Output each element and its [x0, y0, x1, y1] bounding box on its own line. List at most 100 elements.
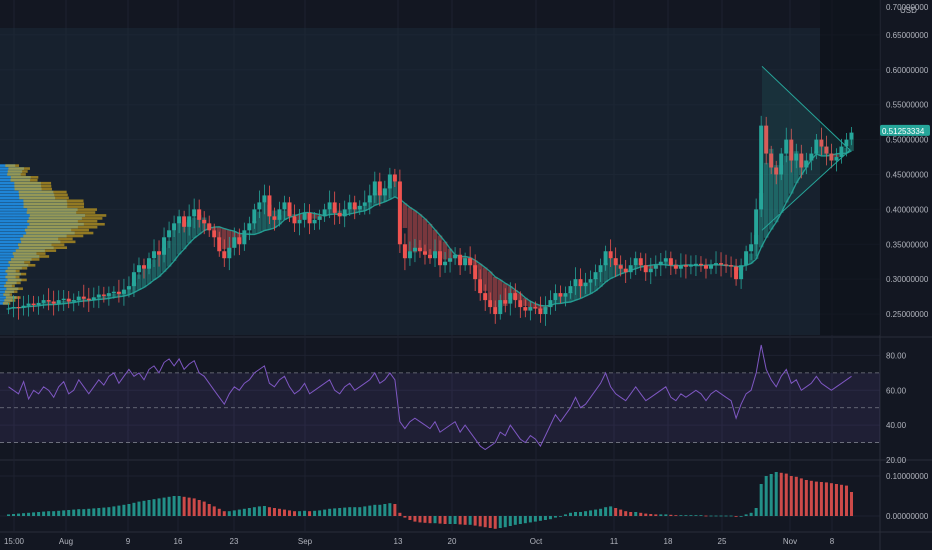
- volume-profile-bar: [14, 184, 52, 188]
- macd-bar: [508, 516, 512, 526]
- candle-body: [96, 294, 101, 298]
- candle-body: [749, 244, 754, 252]
- macd-bar: [67, 510, 71, 516]
- macd-bar: [694, 515, 698, 516]
- macd-bar: [779, 472, 783, 516]
- macd-bar: [82, 509, 86, 516]
- candle-body: [653, 265, 658, 269]
- macd-pane[interactable]: [7, 472, 853, 529]
- candle-body: [242, 230, 247, 245]
- macd-bar: [579, 512, 583, 516]
- macd-bar: [348, 507, 352, 516]
- current-price-badge: 0.51253334: [880, 124, 930, 136]
- candle-body: [754, 209, 759, 245]
- time-tick-label: 25: [718, 537, 727, 546]
- macd-bar: [759, 484, 763, 516]
- macd-bar: [42, 511, 46, 516]
- volume-profile-bar: [3, 293, 13, 296]
- macd-bar: [157, 498, 161, 516]
- candle-body: [658, 261, 663, 266]
- candle-body: [387, 174, 392, 189]
- candle-body: [839, 146, 844, 158]
- time-tick-label: 13: [394, 537, 403, 546]
- volume-profile-bar: [18, 190, 67, 194]
- candle-body: [668, 258, 673, 266]
- candle-body: [357, 205, 362, 210]
- macd-bar: [112, 506, 116, 516]
- macd-bar: [242, 508, 246, 516]
- macd-bar: [448, 516, 452, 524]
- rsi-tick-label: 80.00: [886, 351, 907, 360]
- macd-bar: [769, 474, 773, 516]
- macd-bar: [568, 512, 573, 516]
- macd-bar: [473, 516, 477, 526]
- time-axis[interactable]: 15:00 Aug 9 16 23 Sep 13 20 Oct 11 18 25 Nov 8: [4, 537, 835, 546]
- candle-body: [307, 212, 312, 224]
- rsi-pane[interactable]: [0, 344, 880, 451]
- macd-bar: [32, 512, 36, 516]
- macd-bar: [714, 515, 718, 517]
- macd-bar: [17, 513, 21, 516]
- candle-body: [633, 258, 638, 266]
- candle-body: [764, 125, 769, 154]
- price-axis[interactable]: 0.25000000 0.30000000 0.35000000 0.40000000…: [886, 3, 929, 319]
- macd-bar: [629, 512, 633, 516]
- candle-body: [287, 202, 292, 217]
- macd-bar: [644, 513, 648, 516]
- volume-profile-bar: [7, 266, 28, 270]
- candle-body: [714, 263, 719, 266]
- macd-histogram: [7, 472, 853, 529]
- candle-body: [533, 307, 538, 309]
- candle-body: [26, 303, 31, 306]
- macd-bar: [664, 514, 668, 516]
- candle-body: [844, 139, 849, 147]
- macd-bar: [518, 516, 522, 524]
- macd-bar: [217, 508, 221, 516]
- candle-body: [116, 291, 121, 294]
- candle-body: [583, 282, 588, 287]
- macd-bar: [528, 516, 532, 523]
- price-pane[interactable]: [0, 0, 880, 336]
- macd-bar: [72, 509, 76, 516]
- candle-body: [508, 293, 513, 304]
- candle-body: [367, 195, 372, 203]
- macd-bar: [764, 476, 768, 516]
- candle-body: [688, 265, 693, 267]
- candle-body: [317, 216, 322, 220]
- candle-body: [453, 254, 458, 259]
- candle-body: [187, 216, 192, 227]
- candle-body: [382, 188, 387, 196]
- candle-body: [162, 237, 167, 255]
- price-tick-label: 0.40000000: [886, 205, 929, 214]
- candle-body: [523, 307, 528, 311]
- currency-label[interactable]: USD: [900, 6, 917, 15]
- macd-bar: [132, 502, 136, 516]
- macd-bar: [513, 516, 517, 525]
- macd-bar: [22, 513, 26, 516]
- candle-body: [553, 293, 558, 301]
- macd-bar: [453, 516, 457, 524]
- macd-bar: [393, 504, 397, 516]
- candle-body: [36, 302, 41, 305]
- candle-body: [503, 300, 508, 304]
- candle-body: [568, 286, 573, 294]
- candle-body: [678, 265, 683, 269]
- triangle-drawing[interactable]: [761, 65, 851, 231]
- candle-body: [342, 209, 347, 217]
- macd-bar: [624, 511, 628, 516]
- candle-body: [327, 202, 332, 210]
- time-tick-label: Oct: [530, 537, 543, 546]
- macd-bar: [584, 511, 588, 516]
- macd-bar: [182, 496, 186, 516]
- candle-body: [202, 219, 207, 224]
- macd-bar: [62, 510, 66, 516]
- range-highlight: [0, 27, 820, 336]
- candle-body: [412, 247, 417, 252]
- macd-bar: [192, 498, 196, 516]
- macd-bar: [12, 514, 16, 516]
- candle-body: [729, 265, 734, 267]
- volume-profile-bar: [21, 240, 76, 244]
- macd-bar: [127, 504, 131, 516]
- volume-profile-bar: [4, 290, 18, 293]
